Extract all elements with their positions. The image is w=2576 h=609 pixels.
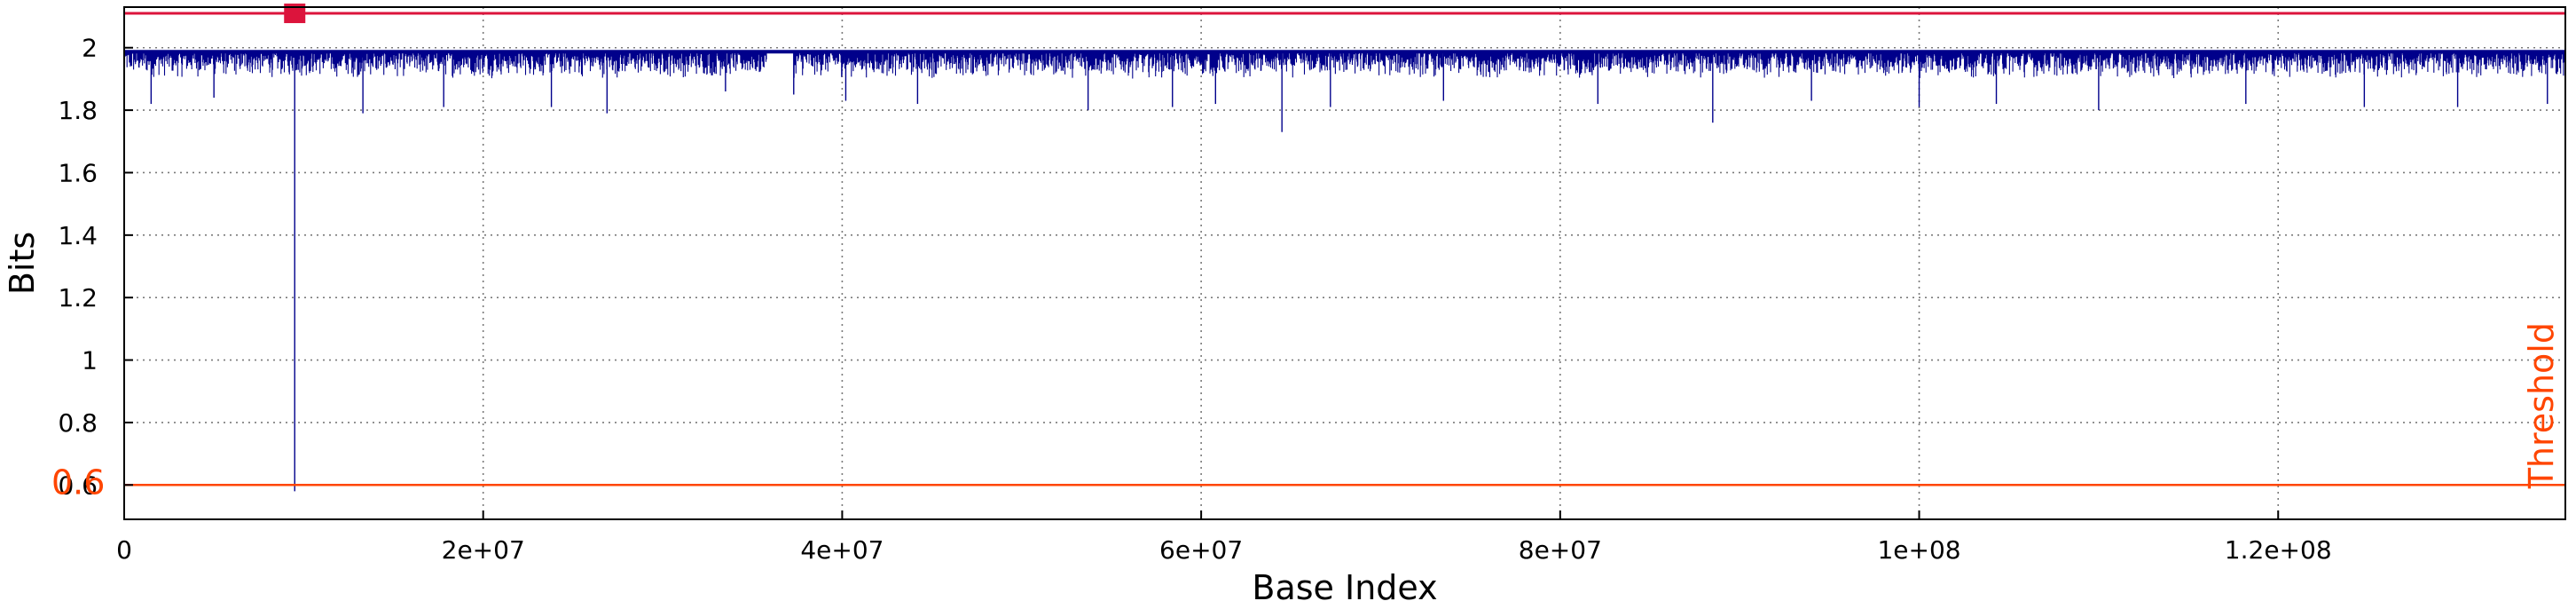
y-tick-label: 1.2 (58, 283, 98, 312)
reference-lines (124, 4, 2565, 486)
y-tick-label: 1.8 (58, 96, 98, 125)
threshold-label: Threshold (2522, 322, 2561, 489)
y-tick-label: 1 (82, 346, 98, 376)
series-baseline (124, 50, 2565, 54)
x-tick-label: 2e+07 (442, 535, 525, 565)
x-tick-label: 1e+08 (1877, 535, 1960, 565)
x-tick-label: 6e+07 (1159, 535, 1243, 565)
x-tick-label: 8e+07 (1519, 535, 1602, 565)
y-tick-label: 1.6 (58, 158, 98, 187)
x-tick-label: 4e+07 (800, 535, 884, 565)
x-axis: 0 2e+07 4e+07 6e+07 8e+07 1e+08 1.2e+08 (116, 510, 2332, 565)
grid (124, 7, 2565, 519)
x-axis-title: Base Index (1252, 568, 1437, 607)
x-tick-label: 1.2e+08 (2225, 535, 2332, 565)
y-tick-label: 1.4 (58, 221, 98, 250)
x-tick-label: 0 (116, 535, 132, 565)
upper-reference-marker (284, 4, 306, 24)
y-axis-title: Bits (3, 232, 42, 295)
y-tick-label: 0.8 (58, 408, 98, 438)
threshold-value-label: 0.6 (51, 463, 105, 502)
y-tick-label: 0.6 (58, 471, 98, 500)
y-axis: 0.6 0.8 1 1.2 1.4 1.6 1.8 2 (58, 34, 133, 500)
plot-frame (123, 6, 2566, 520)
y-tick-label: 2 (82, 34, 98, 63)
